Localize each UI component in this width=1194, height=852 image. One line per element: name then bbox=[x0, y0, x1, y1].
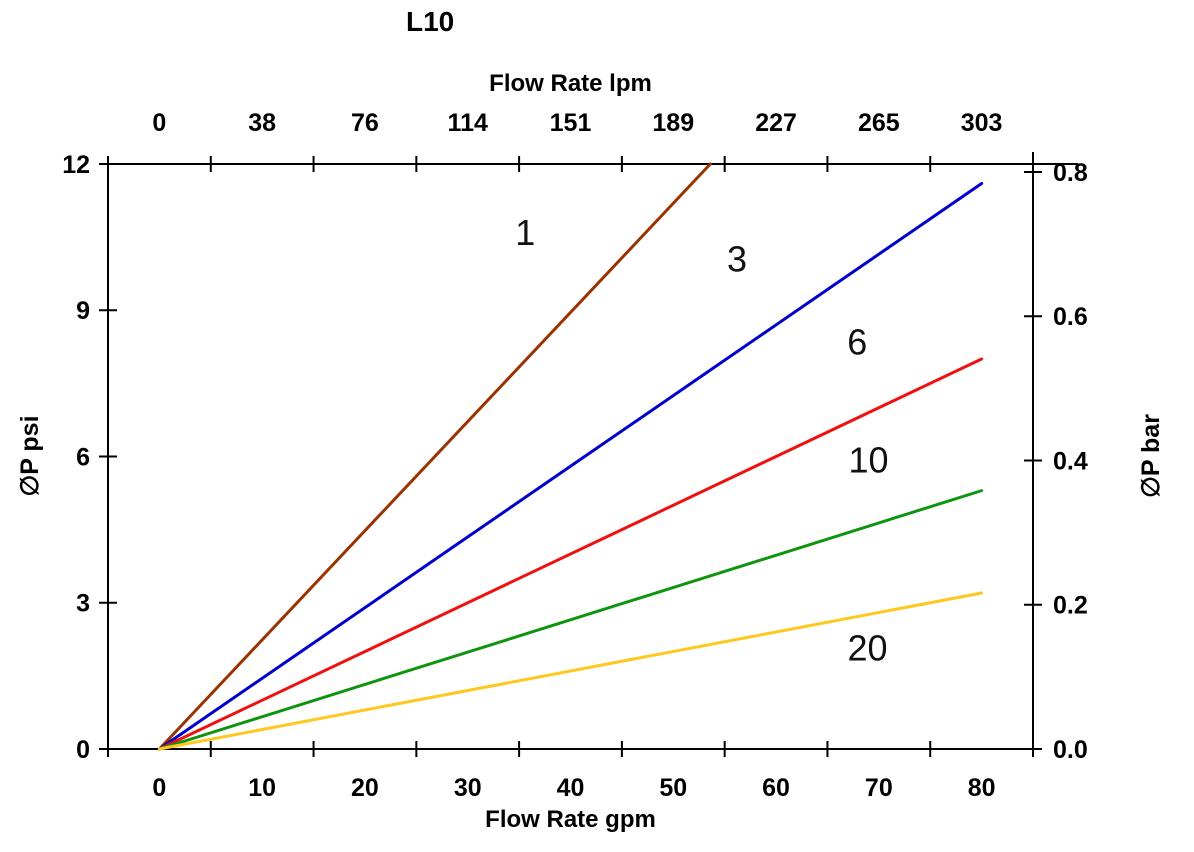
top-axis-tick-label: 0 bbox=[152, 109, 166, 137]
series-label-6: 6 bbox=[847, 322, 867, 363]
series-label-10: 10 bbox=[849, 440, 889, 481]
bottom-axis-tick-label: 10 bbox=[248, 774, 276, 802]
top-axis-tick-label: 151 bbox=[550, 109, 592, 137]
bottom-axis-tick-label: 70 bbox=[865, 774, 893, 802]
top-axis-tick-label: 76 bbox=[351, 109, 379, 137]
top-axis-tick-label: 38 bbox=[248, 109, 276, 137]
bottom-axis-tick-label: 40 bbox=[557, 774, 585, 802]
right-axis-tick-label: 0.4 bbox=[1053, 447, 1088, 475]
top-axis-tick-label: 114 bbox=[448, 109, 488, 137]
series-label-20: 20 bbox=[848, 628, 888, 669]
bottom-axis-tick-label: 50 bbox=[659, 774, 687, 802]
bottom-axis-tick-label: 60 bbox=[762, 774, 790, 802]
bottom-axis-tick-label: 0 bbox=[152, 774, 166, 802]
left-axis-tick-label: 3 bbox=[76, 590, 90, 618]
left-axis-tick-label: 12 bbox=[62, 151, 90, 179]
right-axis-tick-label: 0.0 bbox=[1053, 736, 1088, 764]
top-axis-tick-label: 303 bbox=[961, 109, 1003, 137]
series-line-6 bbox=[157, 357, 984, 751]
right-axis-tick-label: 0.2 bbox=[1053, 592, 1088, 620]
top-axis-title: Flow Rate lpm bbox=[489, 70, 652, 97]
right-axis-tick-label: 0.6 bbox=[1053, 303, 1088, 331]
series-label-1: 1 bbox=[515, 212, 535, 253]
bottom-axis-title: Flow Rate gpm bbox=[485, 806, 656, 833]
series-line-1 bbox=[157, 162, 712, 751]
series-line-10 bbox=[157, 489, 984, 751]
series-label-3: 3 bbox=[727, 239, 747, 280]
bottom-axis-tick-label: 30 bbox=[454, 774, 482, 802]
series-line-3 bbox=[157, 182, 984, 751]
top-axis-tick-label: 227 bbox=[755, 109, 797, 137]
left-axis-tick-label: 0 bbox=[76, 736, 90, 764]
right-axis-tick-label: 0.8 bbox=[1053, 159, 1088, 187]
bottom-axis-tick-label: 20 bbox=[351, 774, 379, 802]
bottom-axis-tick-label: 80 bbox=[968, 774, 996, 802]
left-axis-tick-label: 9 bbox=[76, 297, 90, 325]
series-line-20 bbox=[157, 591, 984, 751]
chart-title: L10 bbox=[406, 6, 455, 37]
top-axis-tick-label: 265 bbox=[858, 109, 900, 137]
left-axis-tick-label: 6 bbox=[76, 443, 90, 471]
top-axis-tick-label: 189 bbox=[652, 109, 694, 137]
